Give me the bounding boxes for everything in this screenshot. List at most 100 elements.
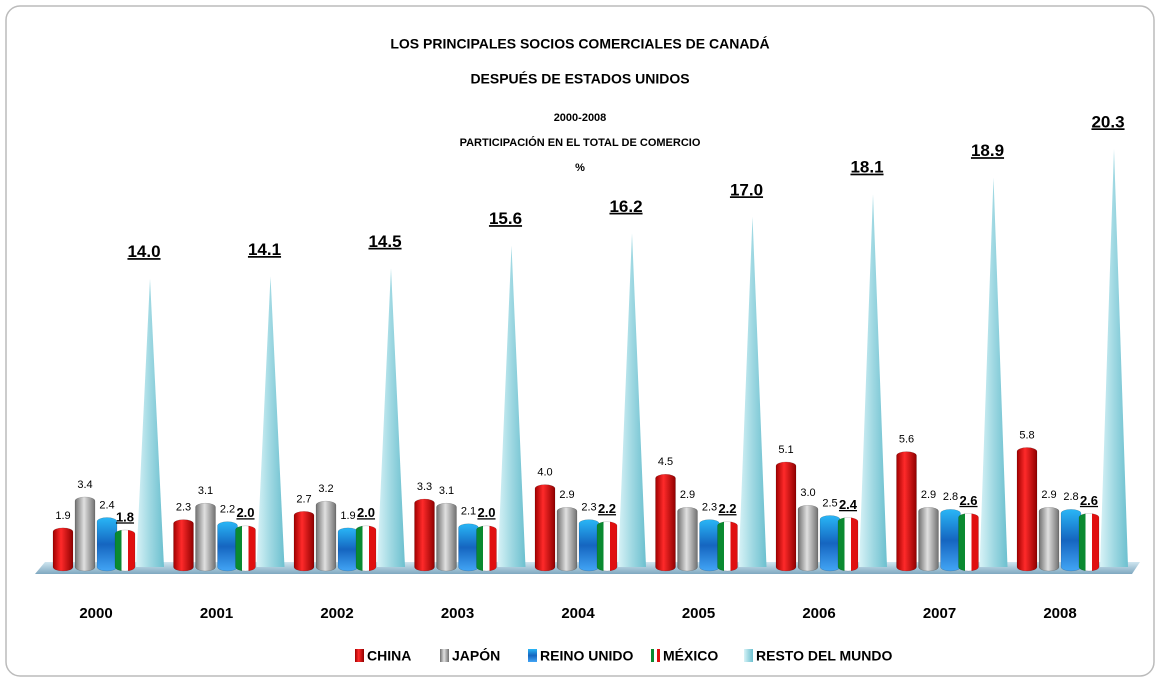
- data-label: 2.3: [176, 502, 191, 514]
- data-label: 4.0: [537, 467, 552, 479]
- cylinder-bar: [578, 519, 600, 572]
- cylinder-bar: [458, 523, 479, 572]
- data-label: 18.1: [850, 158, 883, 177]
- data-label: 5.6: [899, 434, 914, 446]
- data-label: 2.2: [598, 501, 616, 516]
- x-tick-label: 2005: [682, 605, 715, 622]
- data-label: 2.3: [581, 502, 596, 514]
- data-label: 1.8: [116, 509, 134, 524]
- data-label: 3.0: [800, 487, 815, 499]
- cylinder-bar: [293, 511, 315, 572]
- cylinder-bar: [819, 515, 841, 572]
- data-label: 2.8: [1063, 491, 1078, 503]
- cylinder-bar: [596, 521, 618, 572]
- data-label: 2.7: [296, 493, 311, 505]
- legend-swatch: [651, 649, 660, 662]
- cylinder-bar: [52, 527, 74, 572]
- legend-swatch: [528, 649, 537, 662]
- chart-frame: [5, 5, 1155, 677]
- x-tick-label: 2006: [802, 605, 835, 622]
- data-label: 15.6: [489, 209, 522, 228]
- legend-label: MÉXICO: [663, 648, 718, 664]
- cylinder-bar: [217, 521, 238, 572]
- cylinder-bar: [918, 507, 939, 572]
- data-label: 2.0: [236, 505, 254, 520]
- chart-title: LOS PRINCIPALES SOCIOS COMERCIALES DE CA…: [390, 36, 769, 52]
- chart-subtitle: DESPUÉS DE ESTADOS UNIDOS: [470, 71, 689, 87]
- data-label: 2.3: [702, 502, 717, 514]
- cylinder-bar: [74, 496, 96, 572]
- pyramid-bar: [979, 177, 1008, 567]
- data-label: 17.0: [730, 180, 763, 199]
- data-label: 20.3: [1091, 112, 1124, 131]
- pyramid-bar: [377, 268, 405, 567]
- cylinder-bar: [235, 525, 256, 572]
- data-label: 2.0: [357, 505, 375, 520]
- cylinder-bar: [1060, 509, 1082, 572]
- data-label: 2.8: [943, 491, 958, 503]
- data-label: 5.1: [778, 444, 793, 456]
- pyramid-bar: [256, 276, 285, 567]
- cylinder-bar: [896, 451, 917, 572]
- data-label: 2.6: [959, 493, 977, 508]
- legend-swatch: [355, 649, 364, 662]
- cylinder-bar: [940, 509, 961, 572]
- data-label: 14.1: [248, 240, 281, 259]
- cylinder-bar: [677, 507, 698, 572]
- cylinder-bar: [337, 527, 359, 572]
- data-label: 2.9: [1041, 489, 1056, 501]
- data-label: 1.9: [55, 510, 70, 522]
- pyramid-bar: [618, 233, 646, 567]
- data-label: 2.1: [461, 506, 476, 518]
- data-label: 3.4: [77, 479, 92, 491]
- data-label: 2.4: [99, 499, 114, 511]
- legend-label: JAPÓN: [452, 647, 500, 664]
- x-tick-label: 2008: [1043, 605, 1076, 622]
- cylinder-bar: [534, 484, 556, 572]
- x-tick-label: 2004: [561, 605, 595, 622]
- pyramid-bar: [497, 245, 526, 567]
- data-label: 14.5: [368, 232, 401, 251]
- data-label: 1.9: [340, 510, 355, 522]
- cylinder-bar: [775, 461, 797, 572]
- data-label: 2.2: [718, 501, 736, 516]
- cylinder-bar: [315, 500, 337, 572]
- data-label: 2.9: [921, 489, 936, 501]
- chart-subtitle: PARTICIPACIÓN EN EL TOTAL DE COMERCIO: [460, 136, 701, 149]
- data-label: 2.9: [559, 489, 574, 501]
- cylinder-bar: [717, 521, 738, 572]
- cylinder-bar: [797, 504, 819, 572]
- data-label: 2.2: [220, 504, 235, 516]
- cylinder-bar: [436, 502, 457, 572]
- data-label: 14.0: [127, 242, 160, 261]
- cylinder-bar: [96, 517, 118, 572]
- data-label: 2.5: [822, 497, 837, 509]
- cylinder-bar: [195, 502, 216, 572]
- data-label: 2.6: [1080, 493, 1098, 508]
- cylinder-bar: [414, 498, 435, 572]
- data-label: 4.5: [658, 456, 673, 468]
- cylinder-bar: [655, 474, 676, 572]
- x-tick-label: 2003: [441, 605, 474, 622]
- data-label: 5.8: [1019, 429, 1034, 441]
- chart-subtitle: 2000-2008: [554, 112, 607, 124]
- legend-label: CHINA: [367, 648, 411, 664]
- cylinder-bar: [699, 519, 720, 572]
- pyramid-bar: [859, 194, 887, 567]
- data-label: 3.1: [198, 485, 213, 497]
- x-tick-label: 2007: [923, 605, 956, 622]
- pyramid-bar: [738, 216, 767, 568]
- cylinder-bar: [1038, 507, 1060, 572]
- cylinder-bar: [476, 525, 497, 572]
- x-tick-label: 2000: [79, 605, 112, 622]
- data-label: 2.4: [839, 497, 858, 512]
- data-label: 2.0: [477, 505, 495, 520]
- data-label: 3.3: [417, 481, 432, 493]
- cylinder-bar: [958, 513, 979, 572]
- pyramid-bar: [1100, 148, 1128, 567]
- pyramid-bar: [136, 278, 164, 567]
- data-label: 16.2: [609, 197, 642, 216]
- data-label: 2.9: [680, 489, 695, 501]
- cylinder-bar: [837, 517, 859, 572]
